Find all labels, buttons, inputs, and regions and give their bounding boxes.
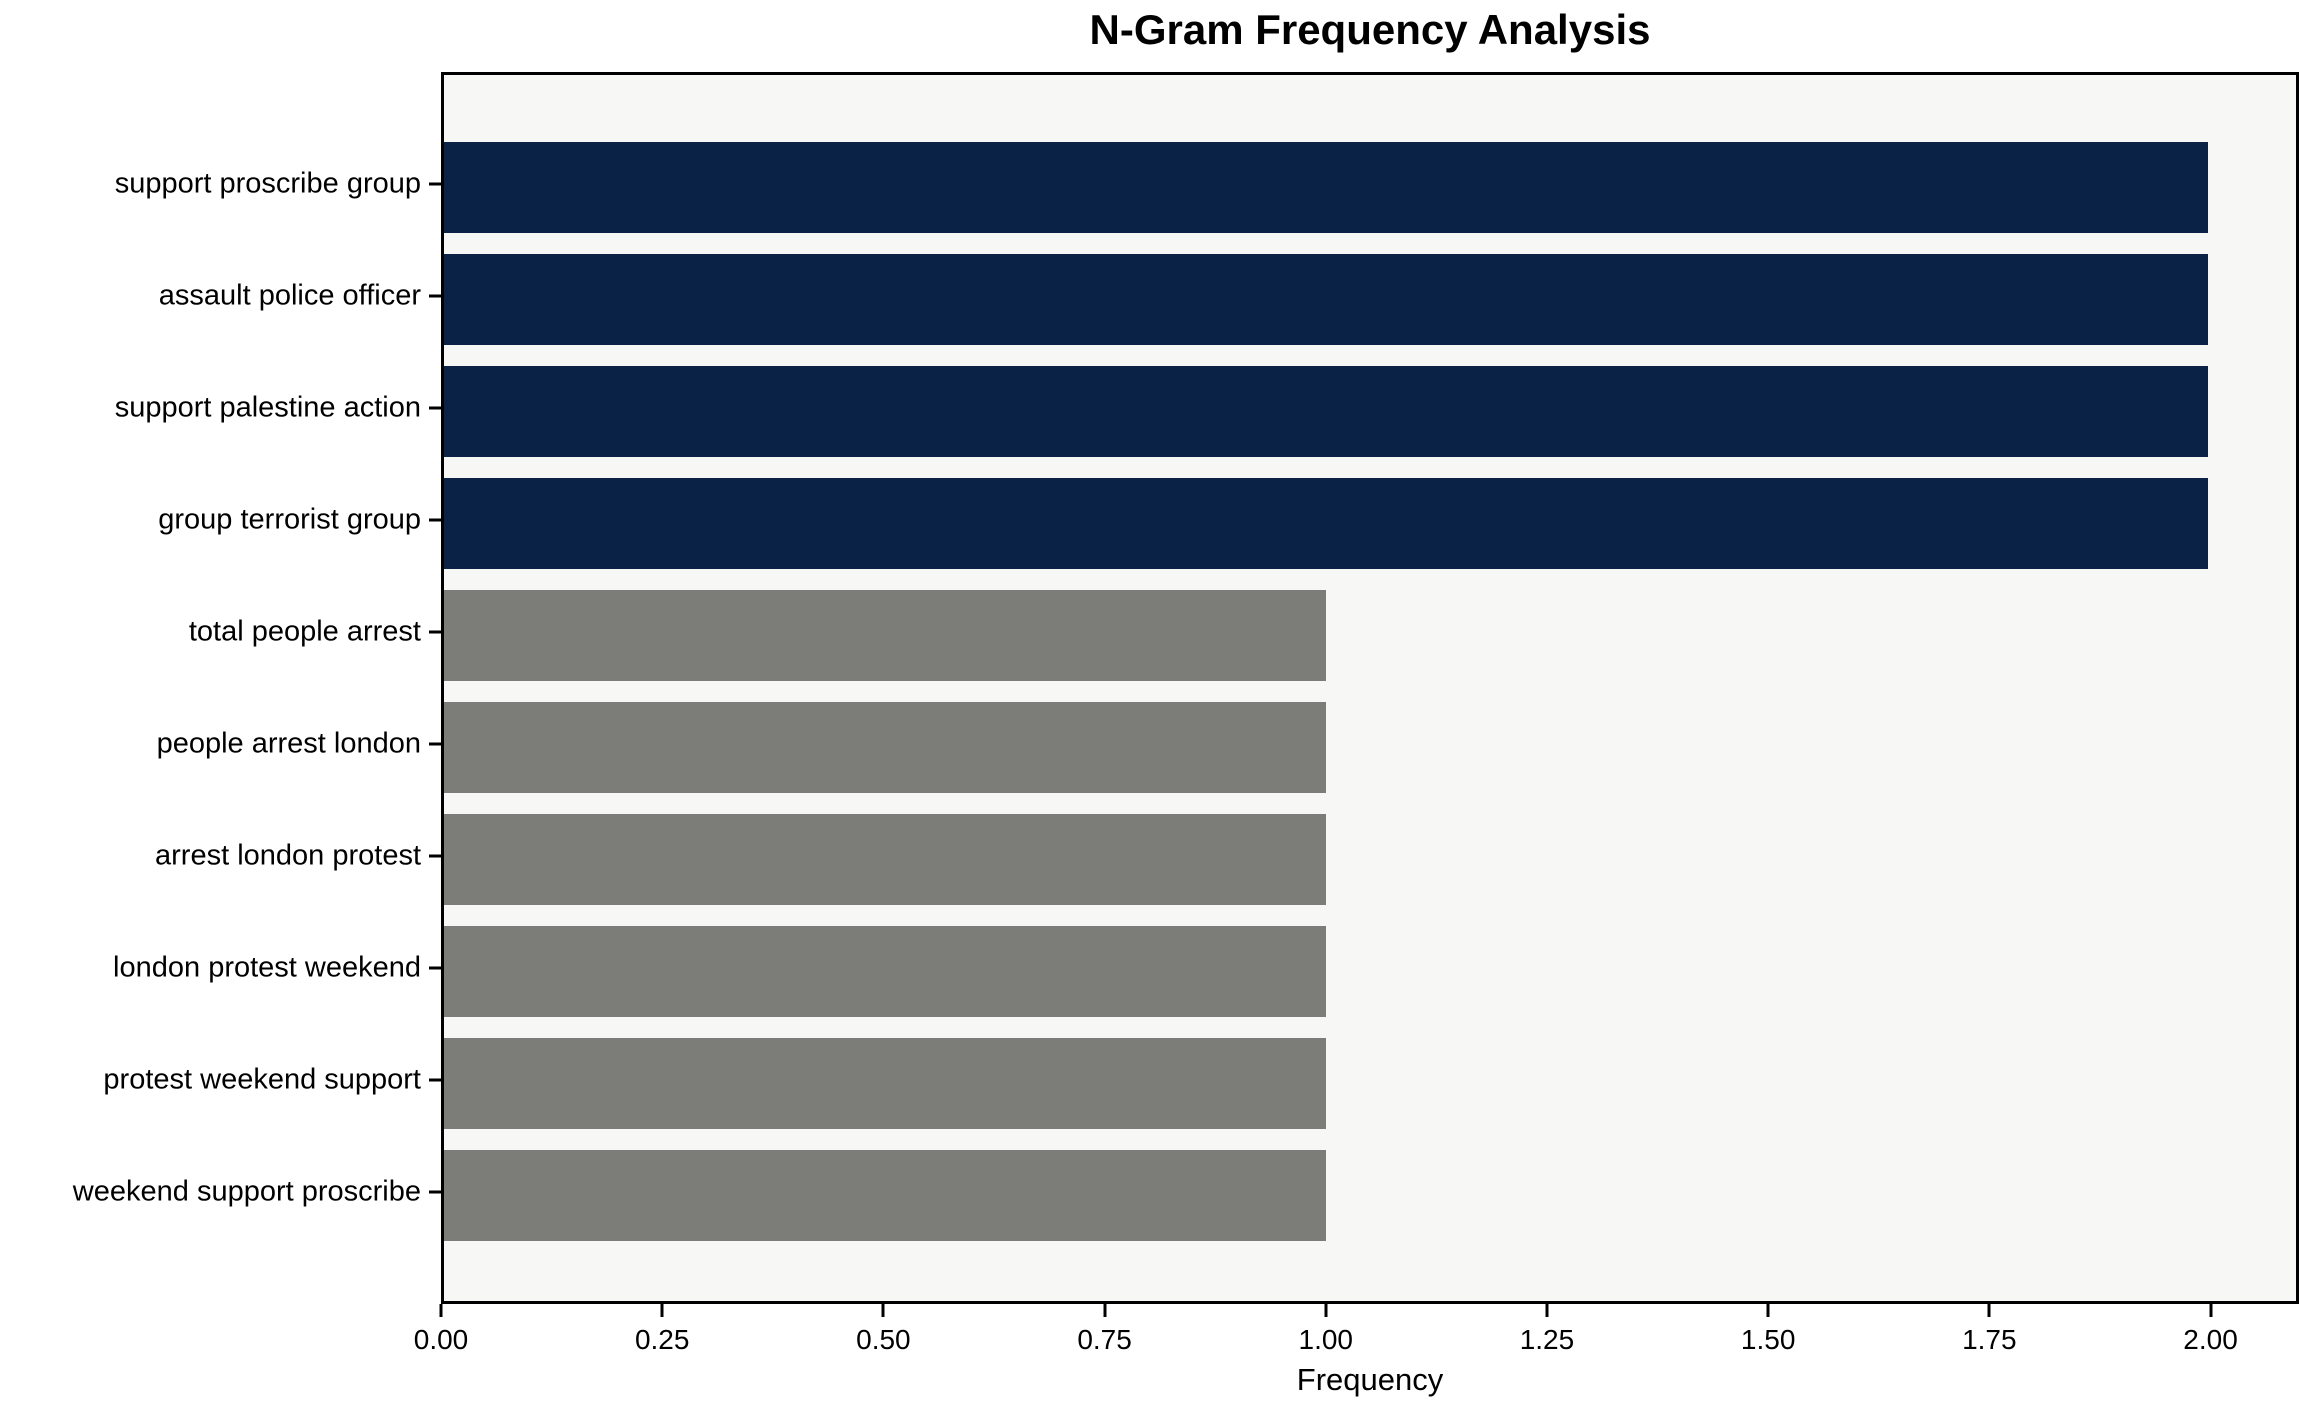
bar — [444, 365, 2208, 457]
y-axis-label: protest weekend support — [103, 1063, 421, 1096]
plot-area — [441, 72, 2299, 1304]
x-tick-mark — [1324, 1304, 1328, 1317]
y-axis-label: london protest weekend — [113, 951, 421, 984]
y-tick-mark — [429, 294, 441, 298]
y-tick-mark — [429, 966, 441, 970]
x-tick-mark — [2209, 1304, 2213, 1317]
x-tick-label: 1.75 — [1962, 1324, 2017, 1355]
x-tick-label: 1.25 — [1519, 1324, 1575, 1355]
y-axis-label: support proscribe group — [114, 167, 421, 200]
y-axis-label: people arrest london — [156, 727, 421, 760]
bar — [444, 813, 1326, 905]
y-tick-mark — [429, 182, 441, 186]
bar — [444, 1037, 1326, 1129]
x-tick-mark — [1545, 1304, 1549, 1317]
x-tick-label: 0.00 — [413, 1324, 469, 1355]
x-tick-mark — [660, 1304, 664, 1317]
x-axis: 0.00 0.25 0.50 0.75 1.00 1.25 1.50 1.75 2.00 — [414, 1304, 2299, 1384]
y-tick-mark — [429, 1078, 441, 1082]
x-tick-label: 2.00 — [2183, 1324, 2238, 1355]
bar — [444, 141, 2208, 233]
bar — [444, 701, 1326, 793]
bar — [444, 925, 1326, 1017]
x-tick-mark — [1987, 1304, 1991, 1317]
x-tick-mark — [1766, 1304, 1770, 1317]
y-tick-mark — [429, 1190, 441, 1194]
x-tick-mark — [1103, 1304, 1107, 1317]
y-tick-mark — [429, 406, 441, 410]
x-tick-label: 0.75 — [1077, 1324, 1132, 1355]
y-axis-label: weekend support proscribe — [72, 1175, 421, 1208]
bar — [444, 253, 2208, 345]
chart-title: N-Gram Frequency Analysis — [1089, 6, 1651, 53]
x-tick-label: 1.00 — [1298, 1324, 1354, 1355]
y-axis-label: arrest london protest — [155, 839, 421, 872]
y-tick-mark — [429, 518, 441, 522]
x-tick-mark — [439, 1304, 443, 1317]
x-tick-label: 0.50 — [856, 1324, 911, 1355]
x-axis-label: Frequency — [1296, 1362, 1444, 1397]
bar — [444, 589, 1326, 681]
y-axis-label: group terrorist group — [158, 503, 421, 536]
bar — [444, 1149, 1326, 1241]
bar — [444, 477, 2208, 569]
y-tick-mark — [429, 742, 441, 746]
y-axis: support proscribe group assault police of… — [0, 72, 441, 1304]
y-axis-label: total people arrest — [188, 615, 421, 648]
x-tick-mark — [881, 1304, 885, 1317]
y-axis-label: support palestine action — [114, 391, 421, 424]
y-tick-mark — [429, 630, 441, 634]
x-tick-label: 1.50 — [1740, 1324, 1796, 1355]
x-tick-label: 0.25 — [634, 1324, 690, 1355]
y-tick-mark — [429, 854, 441, 858]
y-axis-label: assault police officer — [158, 279, 421, 312]
